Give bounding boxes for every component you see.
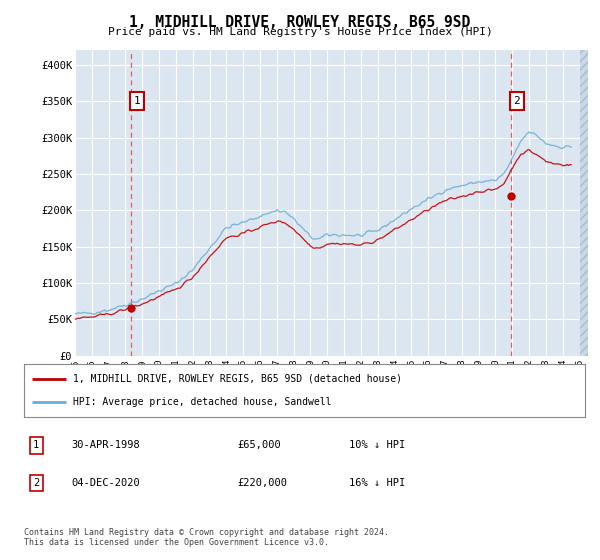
Text: £220,000: £220,000 (237, 478, 287, 488)
Text: HPI: Average price, detached house, Sandwell: HPI: Average price, detached house, Sand… (73, 397, 332, 407)
Text: 1: 1 (134, 96, 140, 106)
Bar (580, 50, 588, 356)
Text: 1, MIDHILL DRIVE, ROWLEY REGIS, B65 9SD (detached house): 1, MIDHILL DRIVE, ROWLEY REGIS, B65 9SD … (73, 374, 403, 384)
Text: 2: 2 (33, 478, 40, 488)
Text: 1, MIDHILL DRIVE, ROWLEY REGIS, B65 9SD: 1, MIDHILL DRIVE, ROWLEY REGIS, B65 9SD (130, 15, 470, 30)
Text: 1: 1 (33, 441, 40, 450)
Text: 30-APR-1998: 30-APR-1998 (71, 441, 140, 450)
Text: 10% ↓ HPI: 10% ↓ HPI (349, 441, 406, 450)
Text: £65,000: £65,000 (237, 441, 281, 450)
Text: 16% ↓ HPI: 16% ↓ HPI (349, 478, 406, 488)
Text: Contains HM Land Registry data © Crown copyright and database right 2024.
This d: Contains HM Land Registry data © Crown c… (24, 528, 389, 547)
Text: Price paid vs. HM Land Registry's House Price Index (HPI): Price paid vs. HM Land Registry's House … (107, 27, 493, 37)
Text: 2: 2 (514, 96, 520, 106)
Text: 04-DEC-2020: 04-DEC-2020 (71, 478, 140, 488)
